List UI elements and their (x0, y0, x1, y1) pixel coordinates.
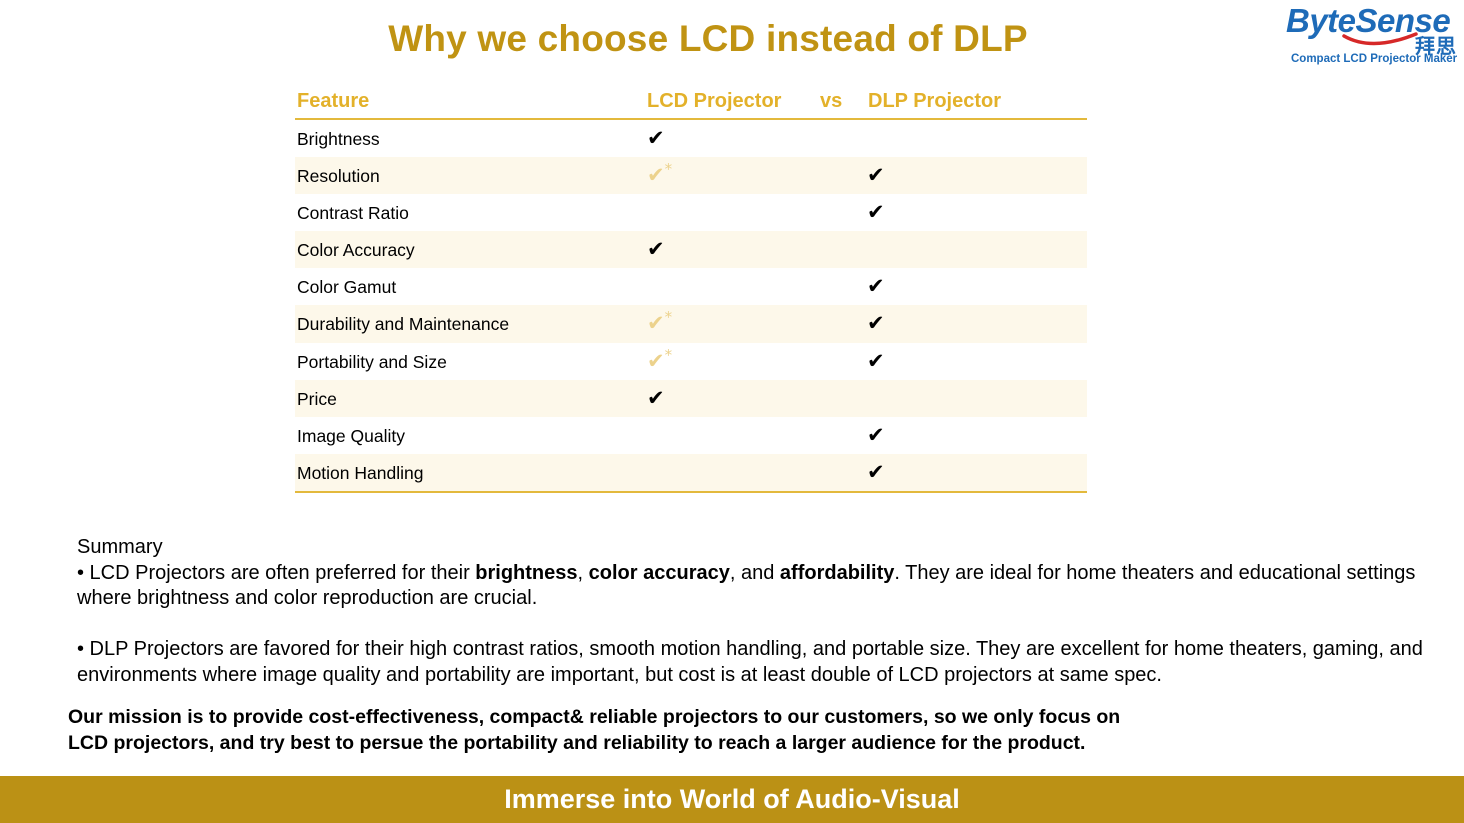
table-row: Color Gamut ✔ (295, 268, 1087, 305)
lcd-check-icon: ✔ (647, 237, 665, 262)
dlp-check-icon: ✔ (867, 200, 885, 225)
table-row: Durability and Maintenance ✔* ✔ (295, 305, 1087, 343)
mission-line-1: Our mission is to provide cost-effective… (68, 706, 1121, 728)
lcd-check-icon: ✔* (647, 308, 673, 336)
lcd-bullet-emphasis-brightness: brightness (475, 561, 578, 584)
dlp-check-icon: ✔ (867, 348, 885, 373)
comparison-table: Feature LCD Projector vs DLP Projector B… (295, 82, 1087, 493)
table-row: Motion Handling ✔ (295, 453, 1087, 491)
feature-cell: Portability and Size (297, 351, 447, 372)
mission-line-2: LCD projectors, and try best to persue t… (68, 731, 1086, 754)
lcd-bullet-separator: , (577, 561, 589, 584)
footer-banner: Immerse into World of Audio-Visual (0, 776, 1464, 823)
dlp-check-icon: ✔ (867, 163, 885, 188)
feature-cell: Color Gamut (297, 277, 397, 298)
lcd-check-icon: ✔* (647, 160, 673, 188)
page-title: Why we choose LCD instead of DLP (388, 18, 1028, 59)
footer-tagline: Immerse into World of Audio-Visual (504, 784, 960, 814)
header-vs: vs (820, 90, 843, 112)
table-row: Price ✔ (295, 379, 1087, 417)
logo-tagline: Compact LCD Projector Maker (1291, 53, 1458, 65)
lcd-bullet-text: . They are ideal for home theaters and e… (77, 561, 1416, 610)
lcd-check-icon: ✔ (647, 385, 665, 410)
header-lcd-projector: LCD Projector (647, 90, 782, 112)
bytesense-logo: ByteSense 拜思 Compact LCD Projector Maker (1282, 2, 1464, 68)
lcd-bullet-text: • LCD Projectors are often preferred for… (77, 561, 476, 584)
feature-cell: Resolution (297, 166, 380, 187)
table-row: Portability and Size ✔* ✔ (295, 343, 1087, 380)
lcd-bullet-emphasis-color-accuracy: color accuracy (588, 561, 730, 584)
table-body: Brightness ✔ Resolution ✔* ✔ Contrast Ratio ✔ C… (295, 120, 1087, 491)
table-row: Color Accuracy ✔ (295, 231, 1087, 269)
dlp-check-icon: ✔ (867, 274, 885, 299)
feature-cell: Color Accuracy (297, 240, 415, 261)
table-header: Feature LCD Projector vs DLP Projector (295, 82, 1087, 120)
logo-swoosh-icon (1342, 32, 1418, 46)
feature-cell: Contrast Ratio (297, 203, 409, 224)
table-bottom-rule (295, 490, 1087, 493)
lcd-check-icon: ✔ (647, 126, 665, 150)
table-row: Contrast Ratio ✔ (295, 194, 1087, 231)
header-feature: Feature (297, 90, 370, 112)
dlp-check-icon: ✔ (867, 459, 885, 484)
summary-dlp-bullet: • DLP Projectors are favored for their h… (77, 638, 1423, 686)
dlp-check-icon: ✔ (867, 311, 885, 336)
lcd-bullet-separator: , and (729, 561, 780, 584)
logo-wordmark: ByteSense (1286, 2, 1451, 39)
feature-cell: Durability and Maintenance (297, 314, 510, 335)
mission-statement: Our mission is to provide cost-effective… (68, 705, 1268, 756)
paragraph-gap (77, 612, 1447, 638)
lcd-check-icon: ✔* (647, 345, 673, 373)
feature-cell: Image Quality (297, 425, 405, 446)
table-row: Resolution ✔* ✔ (295, 157, 1087, 195)
table-row: Brightness ✔ (295, 120, 1087, 157)
summary-lcd-bullet: • LCD Projectors are often preferred for… (77, 561, 1447, 612)
lcd-bullet-emphasis-affordability: affordability (779, 561, 895, 584)
feature-cell: Brightness (297, 129, 380, 149)
dlp-check-icon: ✔ (867, 422, 885, 447)
feature-cell: Motion Handling (297, 462, 424, 483)
logo-chinese-name: 拜思 (1415, 36, 1457, 58)
summary-section: Summary • LCD Projectors are often prefe… (77, 535, 1447, 688)
summary-heading: Summary (77, 536, 163, 558)
table-row: Image Quality ✔ (295, 417, 1087, 454)
feature-cell: Price (297, 388, 337, 409)
header-dlp-projector: DLP Projector (868, 90, 1001, 112)
